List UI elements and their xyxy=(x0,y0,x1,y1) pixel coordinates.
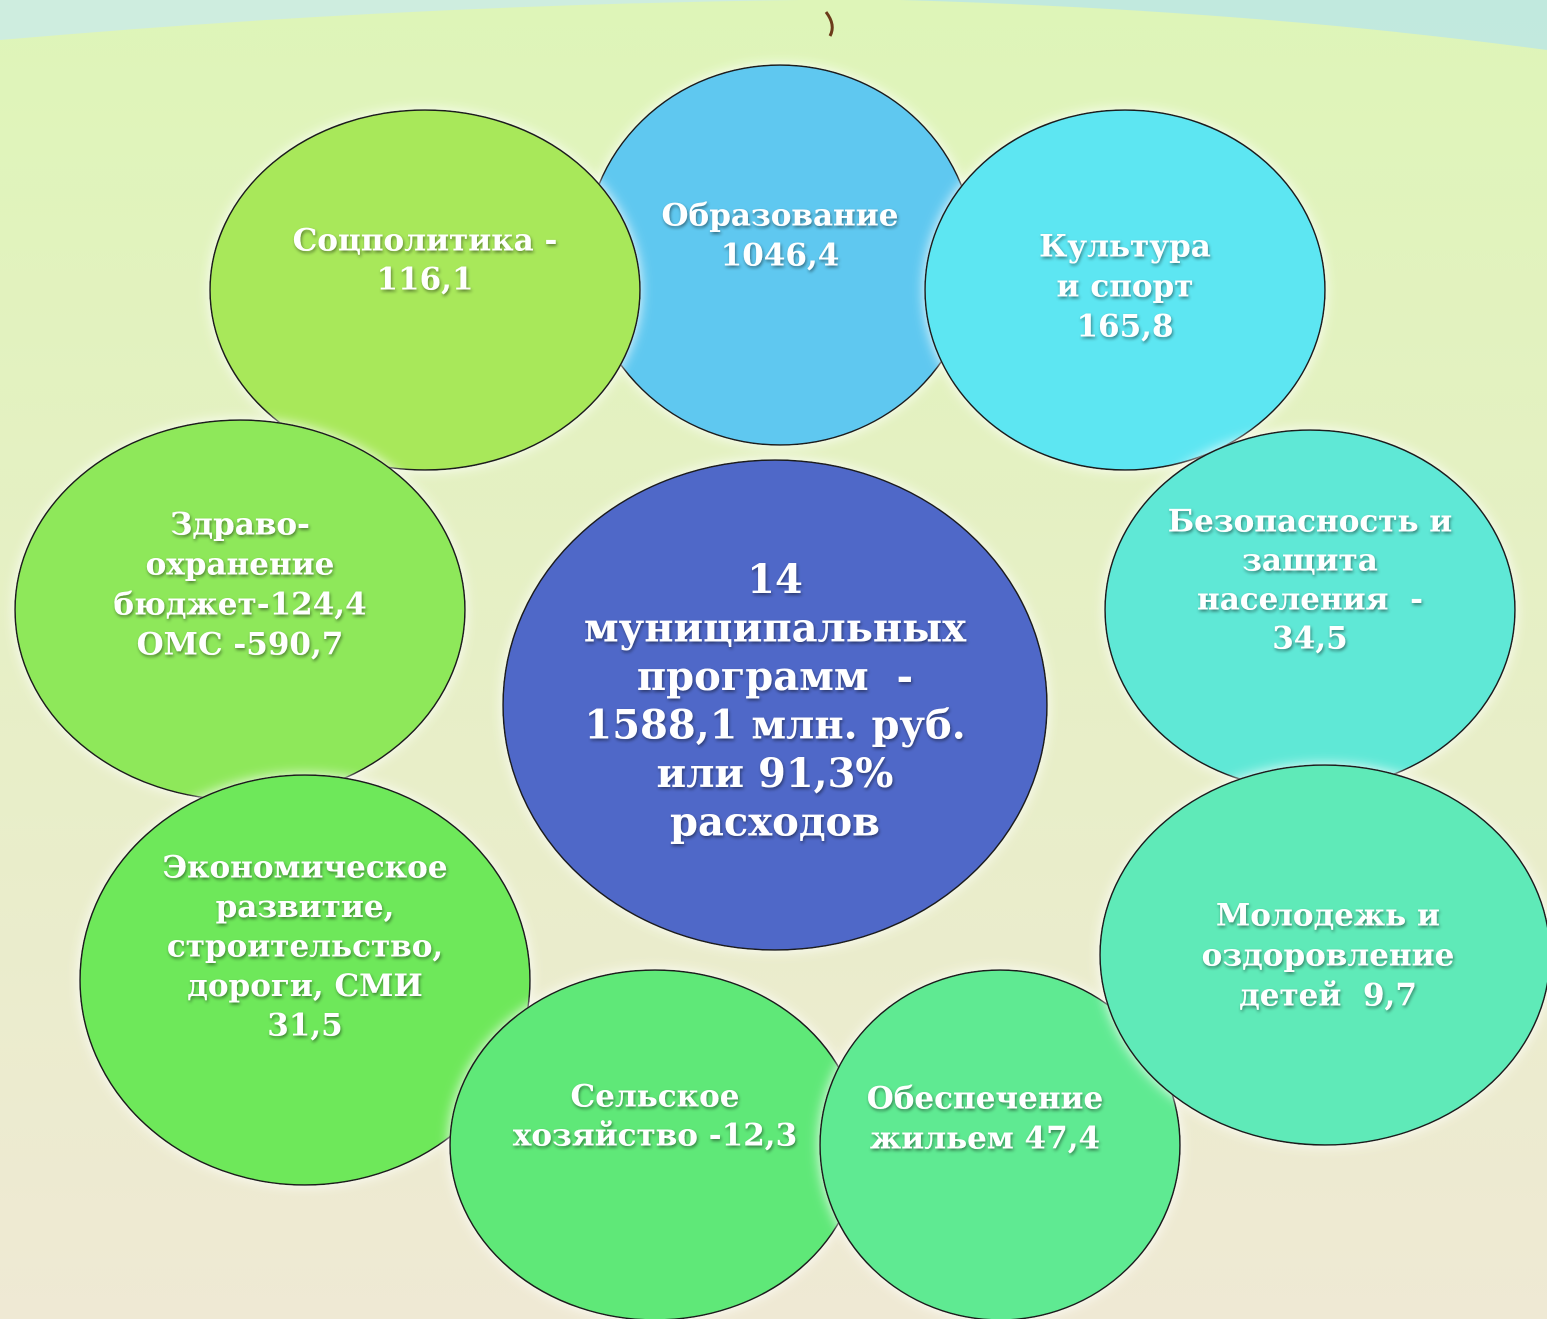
node-label: и спорт xyxy=(1057,269,1194,305)
node-label: строительство, xyxy=(167,929,443,965)
node-label: развитие, xyxy=(216,889,395,925)
top-wave xyxy=(0,0,800,40)
center-label: муниципальных xyxy=(584,605,967,652)
node-label: Обеспечение xyxy=(867,1081,1104,1117)
node-label: бюджет-124,4 xyxy=(113,587,366,623)
node-label: Молодежь и xyxy=(1216,898,1440,934)
center-label: расходов xyxy=(670,799,880,846)
node-label: 34,5 xyxy=(1272,621,1348,657)
node-label: Соцполитика - xyxy=(293,223,558,259)
node-label: Безопасность и xyxy=(1168,504,1453,540)
center-label: программ - xyxy=(637,653,913,700)
node-label: населения - xyxy=(1197,582,1423,618)
node-label: 31,5 xyxy=(267,1008,343,1044)
node-label: Здраво- xyxy=(170,507,310,543)
program-circle xyxy=(924,109,1326,471)
top-wave xyxy=(900,0,1547,50)
node-label: защита xyxy=(1242,543,1378,579)
node-label: ОМС -590,7 xyxy=(137,627,344,663)
node-label: 1046,4 xyxy=(721,238,840,274)
node-label: 165,8 xyxy=(1076,309,1173,345)
node-label: Культура xyxy=(1039,229,1211,265)
program-circle xyxy=(79,774,531,1186)
node-label: жильем 47,4 xyxy=(870,1121,1100,1157)
node-label: дороги, СМИ xyxy=(187,968,423,1004)
node-label: оздоровление xyxy=(1202,938,1455,974)
node-label: 116,1 xyxy=(376,262,473,298)
program-circle xyxy=(819,969,1181,1319)
program-circle xyxy=(209,109,641,471)
center-label: 14 xyxy=(747,556,803,603)
node-label: Экономическое xyxy=(162,850,447,886)
node-label: хозяйство -12,3 xyxy=(513,1118,797,1154)
decoration xyxy=(824,11,834,37)
labels: Образование 1046,4 Соцполитика -116,1 Культ… xyxy=(113,198,1454,1157)
center-circle xyxy=(502,459,1048,951)
circles xyxy=(14,64,1547,1319)
program-circle xyxy=(1099,764,1547,1146)
center-label: или 91,3% xyxy=(657,750,894,797)
node-label: детей 9,7 xyxy=(1239,978,1417,1014)
node-label: Сельское xyxy=(571,1079,740,1115)
node-label: охранение xyxy=(146,547,335,583)
center-label: 1588,1 млн. руб. xyxy=(584,702,965,749)
node-label: Образование xyxy=(662,198,899,234)
